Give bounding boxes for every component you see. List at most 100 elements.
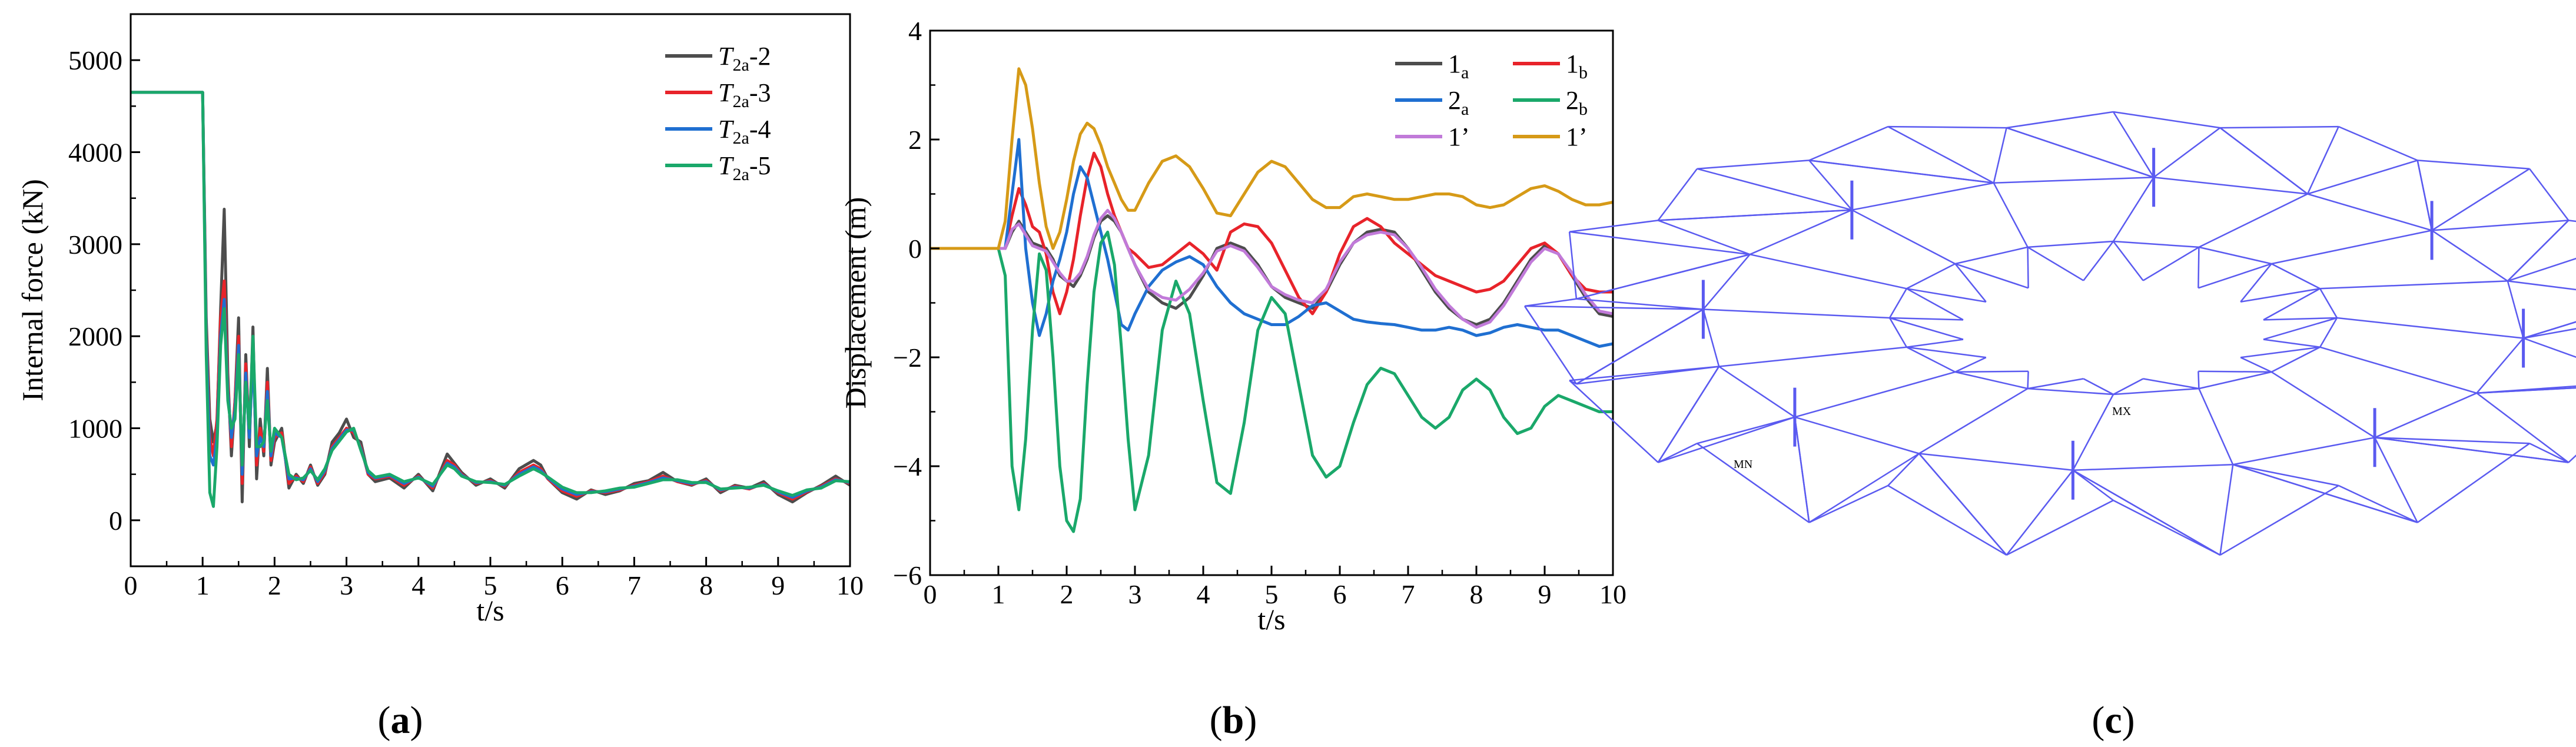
series-group [131,91,850,508]
truss-member [2338,125,2418,161]
truss-member [2113,240,2199,248]
truss-member [1906,288,1964,321]
x-tick-label: 6 [556,570,569,600]
truss-member [2006,499,2114,556]
truss-member [2072,469,2114,502]
truss-member [1702,254,1751,310]
truss-member [1524,305,1704,310]
truss-member [2432,220,2569,231]
truss-member [1794,371,1956,418]
truss-member [2112,111,2155,178]
truss-member [2112,177,2155,242]
truss-member [1750,253,1907,290]
truss-member [1851,182,1994,211]
truss-member [1697,160,1810,170]
y-tick-label: 0 [109,506,122,536]
x-tick-label: 8 [699,570,713,600]
truss-member [1808,160,1853,211]
truss-member [1889,317,1964,321]
truss-member [2431,168,2530,231]
series-line-2 [131,91,850,501]
truss-member [2143,378,2199,390]
truss-member [2143,246,2200,281]
truss-member [1906,346,1956,373]
legend-label-1: 1a [1448,49,1469,82]
truss-member [1993,127,2007,184]
truss-member [1954,263,1987,303]
truss-member [1918,388,2029,454]
x-axis-label: t/s [476,594,504,627]
displacement-chart: 0 1 2 3 4 5 6 7 8 9 10 −6 −4 −2 0 2 4 t/s Displacement (m)… [839,16,1626,636]
truss-member [2375,437,2530,444]
truss-member [1889,317,1964,340]
legend-label-1: T2a-2 [718,42,771,75]
truss-member [2529,168,2570,221]
truss-member [2153,127,2221,178]
truss-member [2307,160,2418,195]
truss-member [1794,416,1920,454]
truss-member [2507,220,2570,282]
truss-member [2338,484,2418,523]
truss-member [2027,247,2029,288]
truss-member [1703,308,1890,319]
truss-member [2073,463,2233,472]
truss-member [2198,370,2272,373]
truss-member [2197,247,2200,288]
truss-member [2417,160,2530,170]
truss-member [1569,220,1658,233]
series-line-4 [131,91,850,508]
truss-member [2319,346,2477,394]
x-tick-label: 3 [1128,579,1142,609]
truss-member [2263,338,2321,348]
truss-member [2199,371,2272,390]
truss-member [1808,453,1920,523]
truss-member [2240,263,2272,303]
truss-member [2431,230,2508,282]
truss-member [1568,231,1578,299]
truss-member [2027,246,2084,281]
truss-member [2476,337,2524,394]
truss-member [2113,499,2220,556]
truss-member [2006,127,2154,178]
legend-label-3: T2a-4 [718,115,771,148]
y-tick-label: −6 [893,560,922,590]
truss-member [1658,209,1852,221]
truss-member [2072,394,2114,471]
truss-member [1887,125,1994,184]
truss-member [2198,263,2272,289]
truss-member [2199,246,2272,265]
truss-member [2072,469,2221,556]
truss-member [1955,370,2029,373]
y-axis-label: Internal force (kN) [16,179,49,401]
truss-member [1918,453,2073,472]
truss-member [1524,298,1577,307]
truss-member [1658,220,1751,255]
truss-member [2416,160,2433,231]
truss-member [1955,371,2028,390]
truss-member [1906,263,1956,290]
truss-member [2083,378,2114,396]
min-marker-label: MN [1734,458,1752,471]
truss-member [1576,366,1719,385]
truss-member [2336,317,2524,339]
x-tick-label: 2 [1060,579,1074,609]
truss-member [2523,337,2576,358]
truss-member [2271,371,2375,439]
legend-label-2: 1b [1566,49,1588,82]
truss-member [2319,317,2338,348]
truss-member [1702,309,1720,367]
legend-label-2: T2a-3 [718,78,771,111]
truss-member [2240,357,2272,373]
x-axis-label: t/s [1257,603,1285,636]
truss-member [2232,464,2418,523]
truss-member [2320,280,2508,290]
truss-member [1576,308,1704,385]
y-tick-label: 4000 [68,138,122,168]
truss-member [1851,209,1956,265]
y-tick-label: −2 [893,343,922,373]
truss-member [2027,240,2114,248]
internal-force-chart: 0 1 2 3 4 5 6 7 8 9 10 0 1000 2000 3000 4000 5000 t/s Inte… [16,13,864,627]
truss-member [2319,288,2338,318]
truss-member [2240,346,2321,358]
